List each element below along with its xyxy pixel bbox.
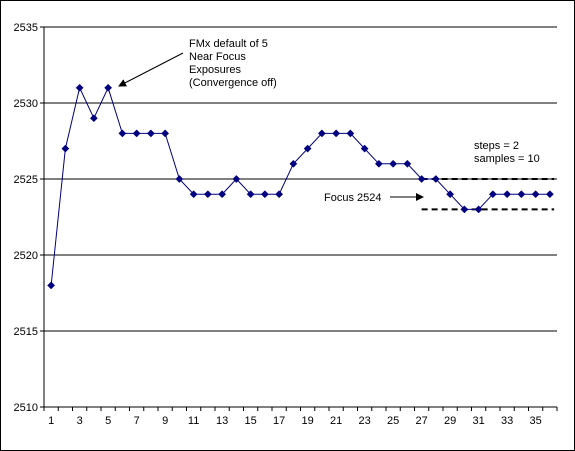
y-tick-label: 2510 [14,402,38,414]
y-tick-label: 2520 [14,250,38,262]
data-point-marker [189,190,198,199]
x-tick-label: 13 [216,415,228,427]
x-tick-label: 5 [105,415,111,427]
data-point-marker [346,129,355,138]
data-point-marker [132,129,141,138]
x-tick-label: 17 [273,415,285,427]
data-point-marker [89,114,98,123]
x-tick-label: 1 [48,415,54,427]
data-point-marker [61,144,70,153]
data-point-marker [389,159,398,168]
data-point-marker [431,175,440,183]
data-point-marker [417,175,426,183]
data-point-marker [146,129,155,138]
data-point-marker [289,159,298,168]
x-tick-label: 27 [416,415,428,427]
data-point-marker [246,190,255,199]
x-tick-label: 7 [134,415,140,427]
x-tick-label: 19 [302,415,314,427]
data-point-marker [460,205,469,214]
data-point-marker [488,190,497,199]
x-tick-label: 33 [501,415,513,427]
data-point-marker [303,144,312,153]
x-tick-label: 23 [359,415,371,427]
data-point-marker [161,129,170,138]
data-point-marker [218,190,227,199]
x-tick-label: 3 [77,415,83,427]
y-tick-label: 2535 [14,22,38,34]
series-line [50,86,550,286]
steps-annotation-line-1: steps = 2 [474,140,519,152]
data-point-marker [446,190,455,199]
data-point-marker [317,129,326,138]
data-point-marker [260,190,269,199]
data-point-marker [517,190,526,199]
data-point-marker [374,159,383,168]
fmx-annotation-line-1: FMx default of 5 [189,38,268,50]
data-point-marker [275,190,284,199]
x-tick-label: 31 [473,415,485,427]
data-point-marker [545,190,554,199]
steps-annotation-line-2: samples = 10 [474,153,540,165]
fmx-annotation-arrow [118,52,184,87]
data-point-marker [503,190,512,199]
data-point-marker [360,144,369,153]
data-point-marker [203,190,212,199]
data-point-marker [531,190,540,199]
x-tick-label: 9 [162,415,168,427]
data-point-marker [47,281,56,290]
data-point-marker [175,175,184,183]
y-tick-label: 2530 [14,98,38,110]
x-tick-label: 29 [444,415,456,427]
y-tick-label: 2525 [14,174,38,186]
data-point-marker [75,83,84,92]
data-point-marker [474,205,483,214]
data-point-marker [118,129,127,138]
x-tick-label: 15 [245,415,257,427]
x-tick-label: 21 [330,415,342,427]
fmx-annotation-line-4: (Convergence off) [189,77,277,89]
data-point-marker [232,175,241,183]
fmx-annotation-line-2: Near Focus [189,51,246,63]
x-tick-label: 25 [387,415,399,427]
fmx-annotation-line-3: Exposures [189,64,241,76]
x-tick-label: 11 [188,415,199,427]
focus-annotation-label: Focus 2524 [324,192,381,204]
y-tick-label: 2515 [14,326,38,338]
data-point-marker [332,129,341,138]
data-point-marker [403,159,412,168]
data-point-marker [104,83,113,92]
x-tick-label: 35 [530,415,542,427]
